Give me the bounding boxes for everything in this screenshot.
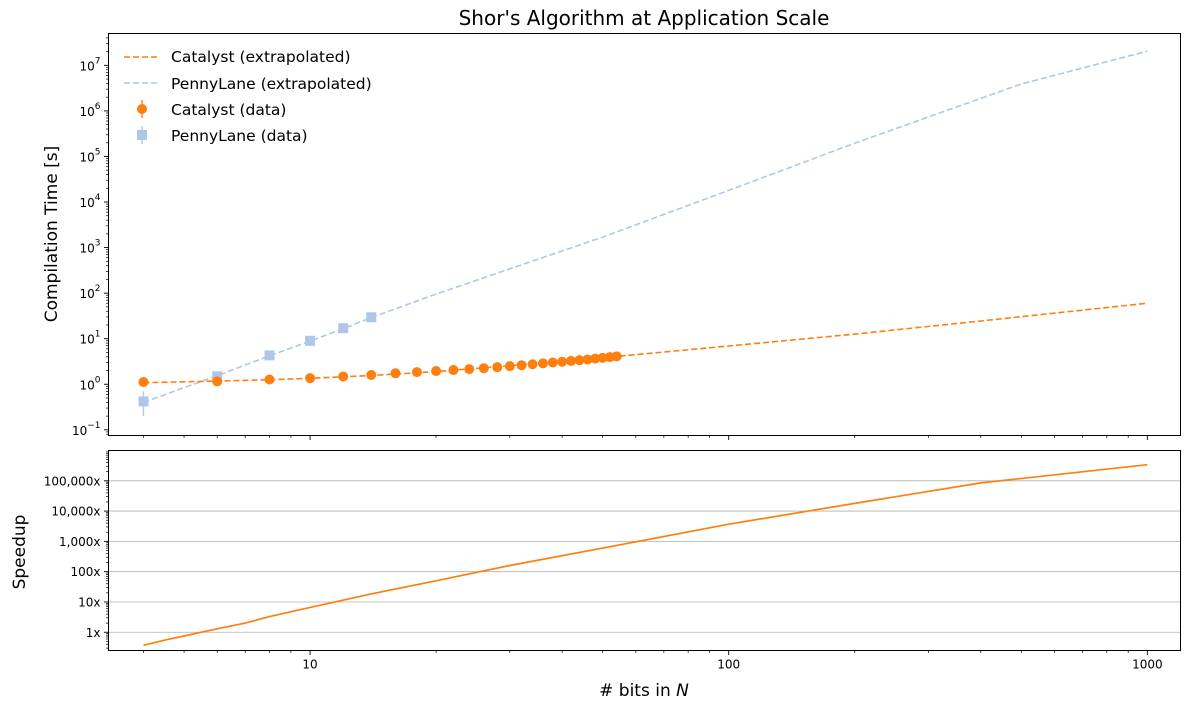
x-axis-label: # bits in N — [599, 681, 689, 701]
speedup-grid — [108, 480, 1181, 633]
y-tick-exponent: 7 — [95, 56, 101, 66]
legend-entry-catalyst-extrapolated: Catalyst (extrapolated) — [124, 48, 351, 66]
bottom-x-ticks: 10 100 1000 — [143, 650, 1163, 672]
pennylane-data-point — [138, 396, 149, 407]
bottom-y-axis-label: Speedup — [10, 515, 30, 590]
catalyst-data-point — [565, 355, 576, 366]
x-tick-label: 1000 — [1132, 658, 1163, 672]
legend-entry-catalyst-data: Catalyst (data) — [137, 100, 286, 119]
catalyst-data-point — [611, 351, 622, 362]
pennylane-data-point — [264, 350, 275, 361]
catalyst-data-point — [547, 357, 558, 368]
catalyst-data-point — [582, 354, 593, 365]
catalyst-data-point — [492, 362, 503, 373]
catalyst-data-point — [504, 361, 515, 372]
catalyst-data-point — [338, 371, 349, 382]
catalyst-data-point — [537, 358, 548, 369]
top-plot-area — [138, 50, 1148, 417]
y-tick-label: 10,000x — [51, 505, 100, 519]
chart-title: Shor's Algorithm at Application Scale — [459, 6, 830, 30]
legend-label-catalyst-data: Catalyst (data) — [171, 101, 286, 119]
pennylane-data-point — [338, 323, 349, 334]
series-line-pennylane-extrapolated — [143, 50, 1148, 404]
pennylane-data-point — [212, 371, 223, 382]
bottom-axes-frame — [108, 450, 1181, 651]
y-tick-exponent: 1 — [95, 330, 101, 340]
catalyst-data-point — [464, 364, 475, 375]
catalyst-data-point — [527, 359, 538, 370]
y-tick-exponent: 4 — [95, 193, 101, 203]
legend-label-pennylane-extrapolated: PennyLane (extrapolated) — [171, 75, 372, 93]
y-tick-label: 1,000x — [59, 535, 100, 549]
legend-label-catalyst-extrapolated: Catalyst (extrapolated) — [171, 48, 351, 66]
speedup-line — [143, 463, 1148, 647]
legend-entry-pennylane-data: PennyLane (data) — [137, 126, 308, 145]
catalyst-data-point — [478, 363, 489, 374]
catalyst-data-point — [366, 369, 377, 380]
catalyst-data-point — [431, 366, 442, 377]
pennylane-data-point — [305, 335, 316, 346]
y-tick-label: 10x — [78, 595, 100, 609]
top-axes-frame — [108, 33, 1181, 436]
y-tick-exponent: −1 — [87, 421, 100, 431]
speedup-axes: 10 100 1000 1x 10x 100x 1,000x 10,000x 100,000x… — [10, 450, 1181, 701]
catalyst-data-point — [557, 356, 568, 367]
catalyst-data-point — [264, 374, 275, 385]
x-axis-label-text: # bits in — [599, 681, 676, 701]
y-tick-exponent: 2 — [95, 284, 101, 294]
y-tick-exponent: 5 — [95, 147, 101, 157]
y-tick-label: 100x — [70, 565, 100, 579]
catalyst-data-point — [305, 373, 316, 384]
catalyst-data-point — [390, 368, 401, 379]
catalyst-data-point — [590, 353, 601, 364]
legend: Catalyst (extrapolated) PennyLane (extra… — [124, 48, 372, 145]
catalyst-data-point — [448, 365, 459, 376]
catalyst-data-point — [212, 376, 223, 387]
pennylane-data-point — [366, 312, 377, 323]
y-tick-label: 1x — [86, 626, 101, 640]
y-tick-exponent: 3 — [95, 239, 101, 249]
legend-entry-pennylane-extrapolated: PennyLane (extrapolated) — [124, 75, 372, 93]
x-axis-label-variable: N — [676, 681, 689, 701]
y-tick-exponent: 0 — [95, 375, 101, 385]
legend-label-pennylane-data: PennyLane (data) — [171, 127, 308, 145]
catalyst-data-point — [411, 367, 422, 378]
x-tick-label: 10 — [302, 658, 317, 672]
catalyst-data-point — [516, 360, 527, 371]
bottom-plot-area — [143, 463, 1148, 647]
y-tick-exponent: 6 — [95, 102, 101, 112]
catalyst-data-point — [138, 377, 149, 388]
catalyst-data-point — [574, 355, 585, 366]
y-tick-label: 100,000x — [44, 474, 101, 488]
x-tick-label: 100 — [717, 658, 740, 672]
top-y-axis-label: Compilation Time [s] — [42, 146, 62, 323]
